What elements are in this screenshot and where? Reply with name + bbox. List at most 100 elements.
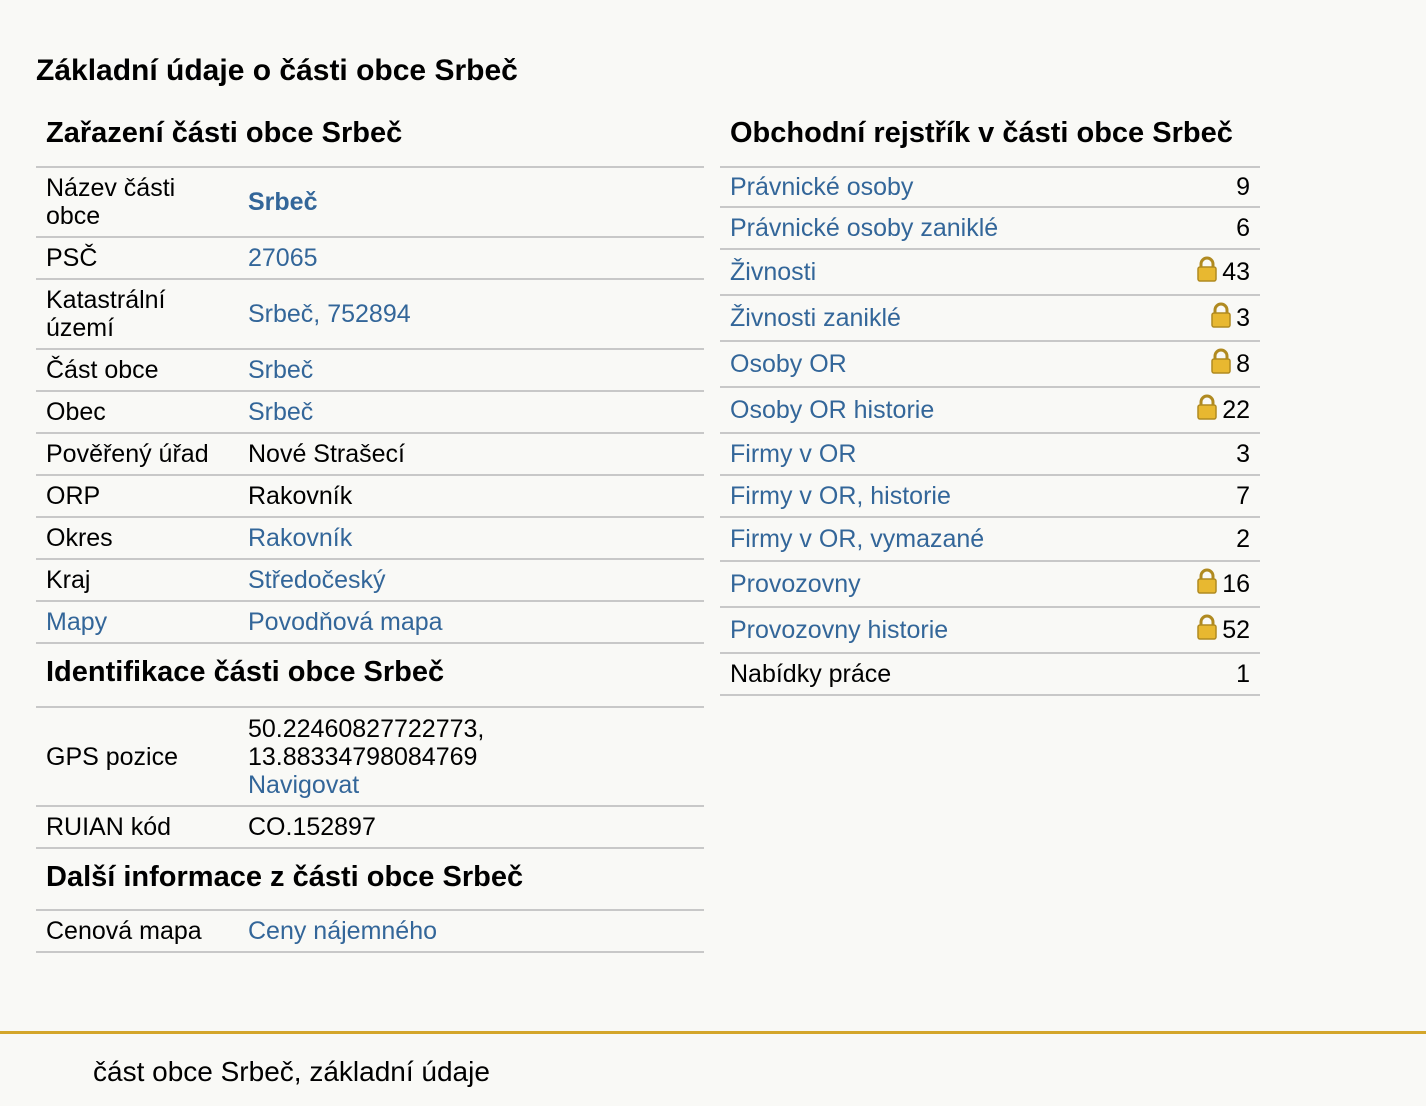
gps-longitude: 13.88334798084769	[248, 742, 478, 771]
table-row: Právnické osoby zaniklé 6	[720, 206, 1260, 249]
footer-divider	[0, 1031, 1426, 1034]
count: 6	[1149, 206, 1260, 249]
table-row: Právnické osoby 9	[720, 166, 1260, 207]
firmy-v-or-historie-link[interactable]: Firmy v OR, historie	[730, 481, 951, 510]
table-row: Kraj Středočeský	[36, 558, 704, 601]
row-label: RUIAN kód	[36, 805, 238, 849]
count: 3	[1149, 432, 1260, 475]
count-cell: 8	[1149, 340, 1260, 387]
row-label: Okres	[36, 516, 238, 559]
ruian-value: CO.152897	[238, 805, 704, 849]
count: 52	[1222, 615, 1250, 644]
count: 43	[1222, 257, 1250, 286]
mapy-link[interactable]: Mapy	[46, 608, 108, 636]
left-column: Zařazení části obce Srbeč Název části ob…	[36, 110, 704, 953]
obec-link[interactable]: Srbeč	[248, 398, 314, 426]
provozovny-historie-link[interactable]: Provozovny historie	[730, 615, 949, 644]
count: 9	[1149, 166, 1260, 207]
section-title-dalsi: Další informace z části obce Srbeč	[46, 861, 524, 893]
gps-position: 50.22460827722773, 13.88334798084769 Nav…	[238, 706, 704, 806]
povodnova-mapa-link[interactable]: Povodňová mapa	[248, 608, 443, 636]
psc-link[interactable]: 27065	[248, 244, 318, 272]
pravnicke-osoby-zanikle-link[interactable]: Právnické osoby zaniklé	[730, 213, 999, 242]
lock-icon	[1210, 348, 1232, 381]
gps-latitude: 50.22460827722773,	[248, 714, 485, 743]
table-row: Název části obce Srbeč	[36, 166, 704, 237]
table-row: PSČ 27065	[36, 236, 704, 279]
lock-icon	[1196, 256, 1218, 289]
nazev-casti-obce-link[interactable]: Srbeč	[248, 188, 318, 216]
provozovny-link[interactable]: Provozovny	[730, 569, 861, 598]
cast-obce-link[interactable]: Srbeč	[248, 356, 314, 384]
count-cell: 16	[1149, 560, 1260, 607]
row-label: Pověřený úřad	[36, 432, 238, 475]
row-label: Část obce	[36, 348, 238, 391]
count: 16	[1222, 569, 1250, 598]
page-title: Základní údaje o části obce Srbeč	[36, 54, 518, 87]
pravnicke-osoby-link[interactable]: Právnické osoby	[730, 172, 914, 201]
nabidky-prace-label: Nabídky práce	[720, 652, 1150, 696]
table-row: Firmy v OR 3	[720, 432, 1260, 475]
count: 2	[1149, 516, 1260, 561]
navigovat-link[interactable]: Navigovat	[248, 770, 360, 799]
row-label: Kraj	[36, 558, 238, 601]
row-label: Název části obce	[36, 166, 238, 237]
lock-icon	[1196, 614, 1218, 647]
table-row: Firmy v OR, vymazané 2	[720, 516, 1260, 561]
table-row: Provozovny 16	[720, 560, 1260, 607]
table-row: ORP Rakovník	[36, 474, 704, 517]
count-cell: 22	[1149, 386, 1260, 433]
count: 8	[1236, 349, 1250, 378]
row-label: Cenová mapa	[36, 909, 238, 953]
table-row: Katastrální území Srbeč, 752894	[36, 278, 704, 349]
footer-breadcrumb: část obce Srbeč, základní údaje	[93, 1056, 490, 1087]
okres-link[interactable]: Rakovník	[248, 524, 353, 552]
count: 3	[1236, 303, 1250, 332]
table-row: RUIAN kód CO.152897	[36, 805, 704, 849]
lock-icon	[1196, 568, 1218, 601]
osoby-or-link[interactable]: Osoby OR	[730, 349, 847, 378]
section-title-identifikace: Identifikace části obce Srbeč	[46, 656, 445, 688]
table-row: Živnosti 43	[720, 248, 1260, 295]
right-column: Obchodní rejstřík v části obce Srbeč Prá…	[720, 110, 1260, 696]
row-label: Katastrální území	[36, 278, 238, 349]
kraj-link[interactable]: Středočeský	[248, 566, 386, 594]
table-row: Firmy v OR, historie 7	[720, 474, 1260, 517]
table-row: Živnosti zaniklé 3	[720, 294, 1260, 341]
table-row: GPS pozice 50.22460827722773, 13.8833479…	[36, 706, 704, 806]
row-label: Obec	[36, 390, 238, 433]
povereny-urad-value: Nové Strašecí	[238, 432, 704, 475]
count-cell: 52	[1149, 606, 1260, 653]
zarazeni-table: Název části obce Srbeč PSČ 27065 Katastr…	[36, 166, 704, 644]
count: 22	[1222, 395, 1250, 424]
table-row: Nabídky práce 1	[720, 652, 1260, 696]
section-title-rejstrik: Obchodní rejstřík v části obce Srbeč	[730, 117, 1233, 149]
zivnosti-link[interactable]: Živnosti	[730, 257, 817, 286]
table-row: Provozovny historie 52	[720, 606, 1260, 653]
firmy-v-or-vymazane-link[interactable]: Firmy v OR, vymazané	[730, 524, 985, 553]
table-row: Mapy Povodňová mapa	[36, 600, 704, 644]
zivnosti-zanikle-link[interactable]: Živnosti zaniklé	[730, 303, 901, 332]
orp-value: Rakovník	[238, 474, 704, 517]
table-row: Osoby OR 8	[720, 340, 1260, 387]
count: 7	[1149, 474, 1260, 517]
osoby-or-historie-link[interactable]: Osoby OR historie	[730, 395, 935, 424]
table-row: Cenová mapa Ceny nájemného	[36, 909, 704, 953]
lock-icon	[1196, 394, 1218, 427]
row-label: ORP	[36, 474, 238, 517]
katastralni-uzemi-link[interactable]: Srbeč, 752894	[248, 300, 411, 328]
count-cell: 43	[1149, 248, 1260, 295]
section-title-zarazeni: Zařazení části obce Srbeč	[46, 117, 403, 149]
table-row: Část obce Srbeč	[36, 348, 704, 391]
count-cell: 3	[1149, 294, 1260, 341]
identifikace-table: GPS pozice 50.22460827722773, 13.8833479…	[36, 706, 704, 849]
table-row: Okres Rakovník	[36, 516, 704, 559]
row-label: GPS pozice	[36, 706, 238, 806]
table-row: Obec Srbeč	[36, 390, 704, 433]
row-label: PSČ	[36, 236, 238, 279]
ceny-najemneho-link[interactable]: Ceny nájemného	[248, 917, 438, 945]
lock-icon	[1210, 302, 1232, 335]
table-row: Osoby OR historie 22	[720, 386, 1260, 433]
firmy-v-or-link[interactable]: Firmy v OR	[730, 439, 857, 468]
dalsi-table: Cenová mapa Ceny nájemného	[36, 909, 704, 953]
